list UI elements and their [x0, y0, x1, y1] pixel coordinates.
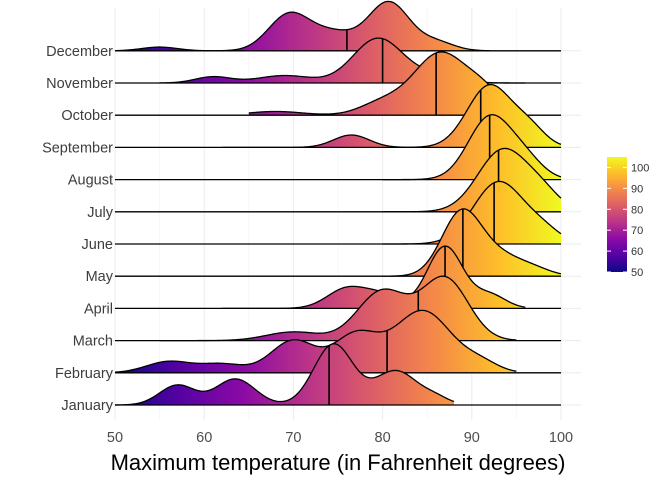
colorbar-tick-label: 70	[631, 225, 643, 237]
y-tick-label: June	[82, 237, 113, 253]
x-axis-title: Maximum temperature (in Fahrenheit degre…	[111, 450, 566, 475]
y-tick-label: May	[86, 269, 114, 285]
ridge-fill	[382, 208, 561, 277]
y-tick-label: October	[61, 108, 113, 124]
ridge-outline	[114, 343, 455, 406]
x-tick-label: 100	[549, 430, 573, 446]
x-axis-ticks: 50 60 70 80 90 100	[107, 430, 573, 446]
x-tick-label: 60	[196, 430, 212, 446]
y-tick-label: July	[87, 205, 114, 221]
y-tick-label: February	[55, 366, 114, 382]
ridge-fill	[115, 310, 517, 373]
ridge-december	[114, 0, 561, 52]
ridge-fill	[115, 343, 454, 405]
ridge-outline	[114, 309, 517, 373]
colorbar-tick-label: 100	[631, 162, 649, 174]
ridge-january	[114, 343, 561, 406]
colorbar-tick-label: 60	[631, 246, 643, 258]
colorbar-legend: 50 60 70 80 90 100	[607, 157, 649, 279]
colorbar	[607, 157, 627, 272]
y-tick-label: November	[46, 76, 113, 92]
colorbar-tick-label: 80	[631, 204, 643, 216]
ridge-outline	[382, 208, 562, 277]
ridges	[114, 0, 562, 406]
ridge-outline	[248, 51, 526, 115]
x-tick-label: 90	[464, 430, 480, 446]
ridge-fill	[159, 38, 526, 83]
y-tick-label: April	[84, 301, 113, 317]
y-tick-label: December	[46, 44, 113, 60]
colorbar-tick-label: 50	[631, 267, 643, 279]
y-axis-labels: January February March April May June July Augu…	[42, 44, 114, 414]
x-tick-label: 70	[285, 430, 301, 446]
y-tick-label: August	[68, 173, 113, 189]
ridge-outline	[114, 0, 490, 52]
colorbar-tick-label: 90	[631, 183, 643, 195]
ridge-fill	[248, 51, 526, 116]
y-tick-label: January	[61, 398, 113, 414]
y-tick-label: March	[73, 334, 113, 350]
x-tick-label: 80	[375, 430, 391, 446]
ridge-fill	[115, 1, 490, 51]
x-tick-label: 50	[107, 430, 123, 446]
y-tick-label: September	[42, 140, 113, 156]
ridge-may	[115, 208, 562, 277]
